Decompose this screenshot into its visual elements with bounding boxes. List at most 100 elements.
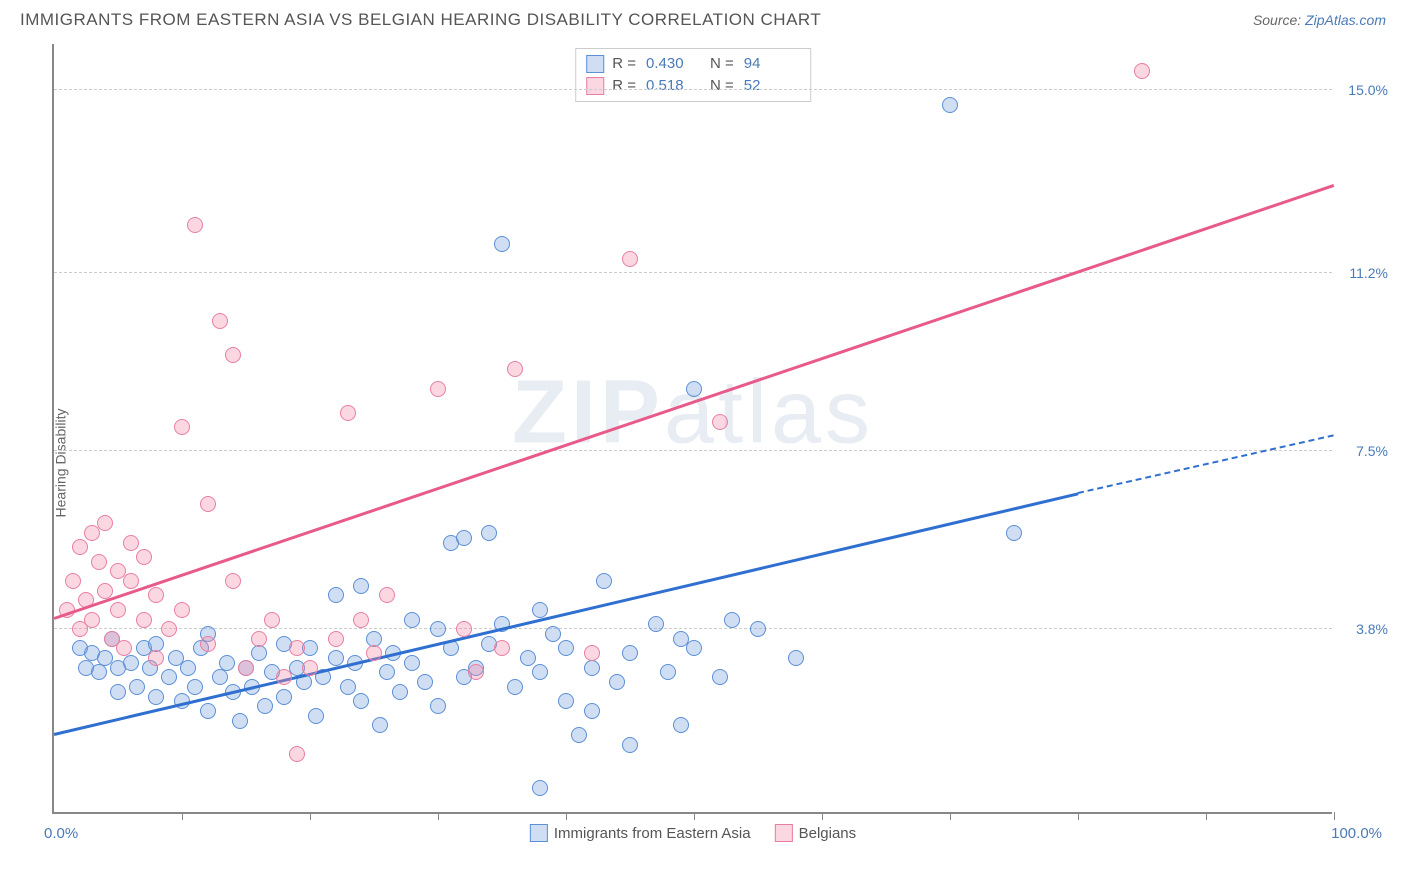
data-point bbox=[97, 583, 113, 599]
data-point bbox=[308, 708, 324, 724]
data-point bbox=[532, 780, 548, 796]
x-tick bbox=[182, 812, 183, 820]
data-point bbox=[72, 539, 88, 555]
data-point bbox=[328, 587, 344, 603]
data-point bbox=[456, 530, 472, 546]
x-tick bbox=[438, 812, 439, 820]
data-point bbox=[328, 650, 344, 666]
x-tick bbox=[1334, 812, 1335, 820]
data-point bbox=[232, 713, 248, 729]
data-point bbox=[494, 236, 510, 252]
legend-label: Immigrants from Eastern Asia bbox=[554, 825, 751, 842]
data-point bbox=[148, 689, 164, 705]
data-point bbox=[622, 645, 638, 661]
data-point bbox=[110, 602, 126, 618]
x-tick bbox=[950, 812, 951, 820]
data-point bbox=[225, 347, 241, 363]
data-point bbox=[289, 640, 305, 656]
data-point bbox=[379, 587, 395, 603]
data-point bbox=[161, 621, 177, 637]
stat-value: 94 bbox=[744, 53, 790, 75]
watermark: ZIPatlas bbox=[512, 361, 874, 464]
data-point bbox=[571, 727, 587, 743]
x-tick bbox=[566, 812, 567, 820]
data-point bbox=[91, 554, 107, 570]
data-point bbox=[622, 251, 638, 267]
data-point bbox=[648, 616, 664, 632]
source-link[interactable]: ZipAtlas.com bbox=[1305, 12, 1386, 28]
data-point bbox=[180, 660, 196, 676]
stat-label: N = bbox=[710, 75, 734, 97]
data-point bbox=[328, 631, 344, 647]
chart-title: IMMIGRANTS FROM EASTERN ASIA VS BELGIAN … bbox=[20, 10, 821, 30]
data-point bbox=[200, 636, 216, 652]
source-attribution: Source: ZipAtlas.com bbox=[1253, 12, 1386, 28]
data-point bbox=[251, 631, 267, 647]
data-point bbox=[584, 645, 600, 661]
data-point bbox=[91, 664, 107, 680]
data-point bbox=[712, 669, 728, 685]
data-point bbox=[532, 664, 548, 680]
data-point bbox=[660, 664, 676, 680]
data-point bbox=[65, 573, 81, 589]
data-point bbox=[123, 535, 139, 551]
data-point bbox=[238, 660, 254, 676]
stat-value: 0.518 bbox=[646, 75, 692, 97]
gridline bbox=[54, 628, 1332, 629]
legend-stats-row: R = 0.518 N = 52 bbox=[586, 75, 800, 97]
x-tick bbox=[1206, 812, 1207, 820]
legend-series: Immigrants from Eastern Asia Belgians bbox=[530, 824, 856, 842]
data-point bbox=[97, 515, 113, 531]
data-point bbox=[340, 679, 356, 695]
data-point bbox=[724, 612, 740, 628]
data-point bbox=[558, 693, 574, 709]
data-point bbox=[212, 669, 228, 685]
plot-area: ZIPatlas R = 0.430 N = 94 R = 0.518 N = … bbox=[52, 44, 1332, 814]
gridline bbox=[54, 272, 1332, 273]
data-point bbox=[622, 737, 638, 753]
data-point bbox=[148, 650, 164, 666]
stat-value: 52 bbox=[744, 75, 790, 97]
data-point bbox=[404, 612, 420, 628]
data-point bbox=[289, 746, 305, 762]
data-point bbox=[379, 664, 395, 680]
legend-stats-row: R = 0.430 N = 94 bbox=[586, 53, 800, 75]
data-point bbox=[366, 645, 382, 661]
data-point bbox=[942, 97, 958, 113]
x-axis-max-label: 100.0% bbox=[1331, 825, 1382, 842]
data-point bbox=[456, 621, 472, 637]
trend-line bbox=[1078, 435, 1334, 495]
x-tick bbox=[310, 812, 311, 820]
data-point bbox=[1006, 525, 1022, 541]
legend-item: Belgians bbox=[775, 824, 857, 842]
data-point bbox=[136, 549, 152, 565]
y-tick-label: 7.5% bbox=[1356, 443, 1388, 459]
data-point bbox=[712, 414, 728, 430]
data-point bbox=[276, 689, 292, 705]
data-point bbox=[430, 381, 446, 397]
data-point bbox=[372, 717, 388, 733]
legend-label: Belgians bbox=[799, 825, 857, 842]
data-point bbox=[507, 361, 523, 377]
data-point bbox=[481, 525, 497, 541]
data-point bbox=[110, 684, 126, 700]
data-point bbox=[686, 640, 702, 656]
data-point bbox=[123, 655, 139, 671]
data-point bbox=[520, 650, 536, 666]
swatch-icon bbox=[530, 824, 548, 842]
x-tick bbox=[822, 812, 823, 820]
data-point bbox=[212, 313, 228, 329]
data-point bbox=[353, 693, 369, 709]
data-point bbox=[200, 703, 216, 719]
data-point bbox=[219, 655, 235, 671]
data-point bbox=[302, 660, 318, 676]
data-point bbox=[84, 612, 100, 628]
stat-label: N = bbox=[710, 53, 734, 75]
data-point bbox=[225, 573, 241, 589]
data-point bbox=[161, 669, 177, 685]
legend-item: Immigrants from Eastern Asia bbox=[530, 824, 751, 842]
data-point bbox=[545, 626, 561, 642]
data-point bbox=[116, 640, 132, 656]
data-point bbox=[468, 664, 484, 680]
y-tick-label: 3.8% bbox=[1356, 621, 1388, 637]
